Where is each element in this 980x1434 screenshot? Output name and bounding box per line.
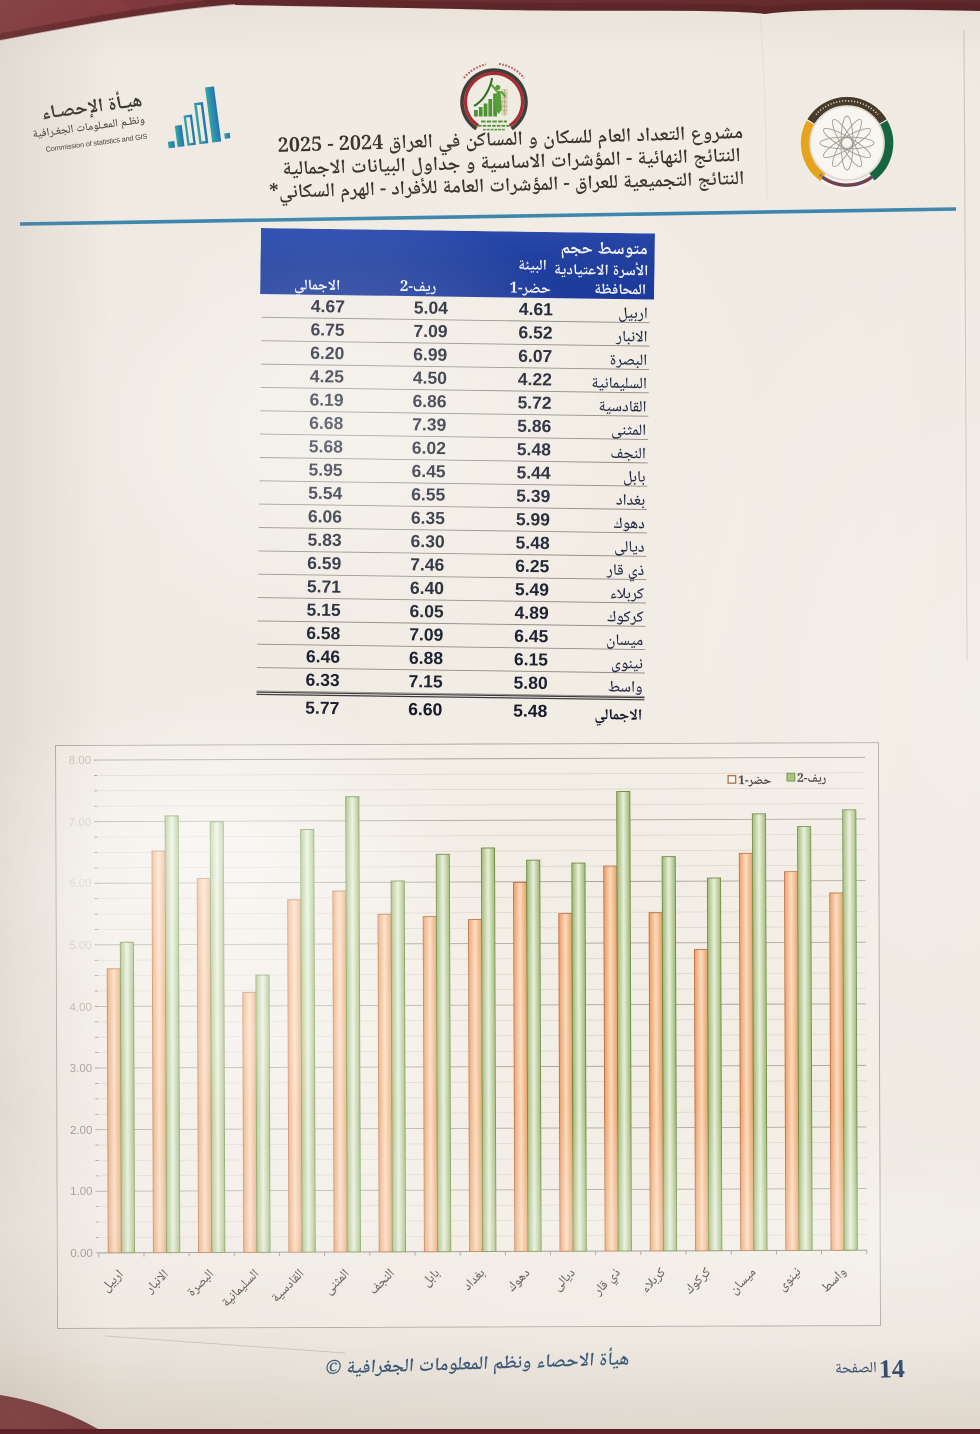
svg-text:14: 14: [878, 1354, 905, 1384]
